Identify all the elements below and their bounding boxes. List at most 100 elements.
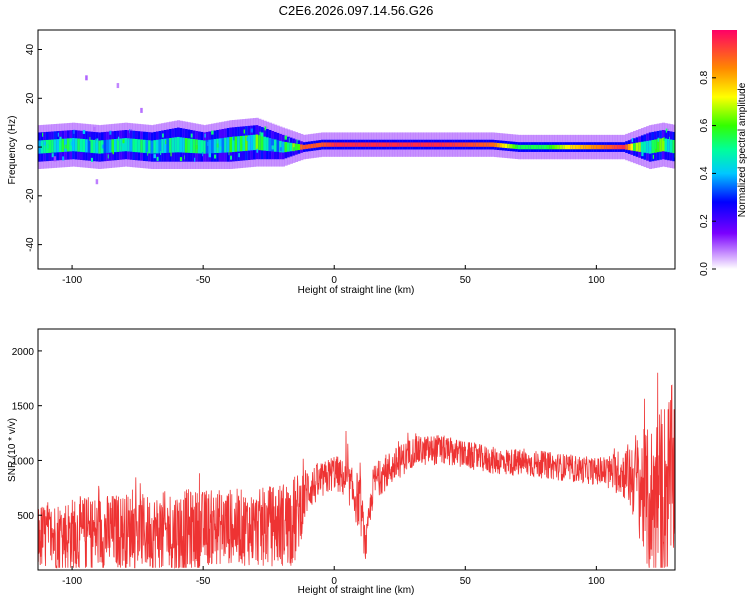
spectrogram-core-cell	[321, 142, 325, 147]
spectrogram-speckle	[101, 144, 105, 149]
spectrogram-core-cell	[184, 138, 189, 153]
spectrogram-core-cell	[475, 142, 479, 147]
spectrogram-core-cell	[410, 142, 414, 147]
spectrogram-core-cell	[331, 142, 335, 147]
spectrogram-speckle	[162, 133, 166, 138]
spectrogram-speckle	[51, 153, 55, 158]
spectrogram-core-cell	[368, 142, 372, 147]
spectrogram-core-cell	[258, 135, 262, 151]
spectrogram-y-ticks: -40 -20 0 20 40	[25, 44, 42, 252]
spectrogram-core-cell	[179, 137, 183, 153]
spectrogram-core-cell	[462, 142, 466, 147]
spectrogram-speckle	[233, 136, 237, 141]
spectrogram-speckle	[230, 155, 234, 160]
spectrogram-core-cell	[405, 142, 409, 147]
spectrogram-core-cell	[239, 135, 244, 152]
spectrogram-core-cell	[420, 142, 424, 147]
spectrogram-core-cell	[415, 142, 419, 147]
spectrogram-speckle	[62, 156, 66, 161]
spectrogram-core-cell	[339, 142, 343, 147]
chart-title: C2E6.2026.097.14.56.G26	[279, 3, 434, 18]
spectrogram-core-cell	[525, 144, 529, 150]
spectrogram-core-cell	[48, 139, 52, 153]
spectrogram-x-ticks: -100 -50 0 50 100	[62, 265, 605, 286]
spectrogram-core-cell	[598, 144, 603, 150]
spectrogram-core-cell	[572, 144, 576, 150]
spectrogram-core-cell	[470, 142, 474, 147]
spectrogram-core-cell	[580, 144, 584, 150]
spectrogram-core-cell	[504, 143, 508, 149]
spectrogram-core-cell	[452, 142, 456, 147]
spectrogram-core-cell	[441, 142, 445, 147]
spectrogram-core-cell	[326, 142, 330, 147]
spectrogram-core-cell	[77, 138, 81, 152]
spectrogram-core-cell	[596, 144, 600, 150]
spectrogram-speckle	[256, 148, 260, 153]
spectrogram-core-cell	[103, 139, 107, 154]
spectrogram-x-tick-label: -100	[62, 275, 82, 286]
spectrogram-x-label: Height of straight line (km)	[298, 285, 415, 296]
colorbar-label: Normalized spectral amplitude	[737, 82, 748, 217]
spectrogram-speckle	[641, 152, 645, 157]
spectrogram-core-cell	[399, 142, 403, 147]
spectrogram-core-cell	[672, 139, 675, 154]
spectrogram-speckle	[261, 132, 265, 137]
spectrogram-core-cell	[433, 142, 438, 147]
spectrogram-core-cell	[507, 143, 511, 149]
spectrogram-core-cell	[347, 142, 351, 147]
spectrogram-core-cell	[402, 142, 406, 147]
spectrogram-core-cell	[315, 143, 320, 148]
snr-x-tick-label: 50	[460, 576, 472, 587]
spectrogram-y-tick-label: -40	[25, 237, 36, 252]
spectrogram-core-cell	[609, 144, 613, 150]
spectrogram-core-cell	[357, 142, 362, 147]
spectrogram-core-cell	[302, 144, 306, 150]
spectrogram-core-cell	[106, 139, 110, 153]
spectrogram-core-cell	[166, 138, 170, 153]
spectrogram-core-cell	[533, 144, 537, 150]
spectrogram-noise-cell	[85, 75, 88, 81]
spectrogram-core-cell	[391, 142, 396, 147]
spectrogram-core-cell	[551, 144, 556, 150]
spectrogram-core-cell	[242, 135, 246, 152]
spectrogram-core-cell	[116, 138, 120, 152]
spectrogram-core-cell	[140, 139, 144, 153]
spectrogram-core-cell	[292, 143, 296, 151]
spectrogram-core-cell	[334, 142, 338, 147]
spectrogram-core-cell	[622, 144, 626, 150]
spectrogram-speckle	[264, 126, 268, 131]
snr-series-line	[38, 372, 675, 569]
spectrogram-core-cell	[153, 140, 157, 154]
spectrogram-core-cell	[384, 142, 388, 147]
spectrogram-core-cell	[108, 139, 112, 153]
spectrogram-core-cell	[111, 139, 115, 153]
spectrogram-core-cell	[528, 144, 532, 150]
spectrogram-speckle	[284, 135, 288, 140]
spectrogram-core-cell	[266, 137, 270, 151]
spectrogram-core-cell	[213, 139, 217, 154]
spectrogram-core-cell	[300, 144, 304, 150]
spectrogram-core-cell	[439, 142, 443, 147]
spectrogram-y-tick-label: 40	[25, 44, 36, 56]
spectrogram-core-cell	[129, 138, 133, 152]
spectrogram-core-cell	[182, 137, 186, 153]
spectrogram-core-cell	[638, 142, 642, 152]
spectrogram-core-cell	[646, 140, 650, 154]
spectrogram-core-cell	[231, 136, 236, 153]
spectrogram-core-cell	[520, 144, 524, 150]
spectrogram-core-cell	[276, 140, 280, 153]
spectrogram-core-cell	[58, 138, 63, 153]
spectrogram-core-cell	[478, 142, 482, 147]
spectrogram-core-cell	[536, 144, 540, 150]
spectrogram-core-cell	[496, 142, 500, 148]
spectrogram-core-cell	[344, 142, 348, 147]
spectrogram-core-cell	[567, 144, 571, 150]
colorbar: 0.0 0.2 0.4 0.6 0.8 Normalized spectral ampl…	[699, 30, 748, 276]
spectrogram-x-tick-label: 0	[331, 275, 337, 286]
colorbar-ticks: 0.0 0.2 0.4 0.6 0.8	[699, 70, 716, 276]
spectrogram-core-cell	[554, 144, 558, 150]
spectrogram-core-cell	[61, 138, 65, 152]
spectrogram-core-cell	[342, 142, 346, 147]
spectrogram-core-cell	[87, 139, 92, 153]
spectrogram-core-cell	[661, 138, 666, 152]
